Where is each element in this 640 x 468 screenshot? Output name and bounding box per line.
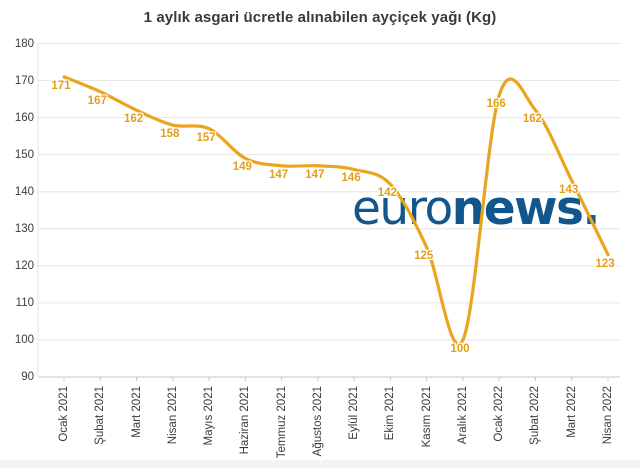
watermark-euro-text: euro	[352, 181, 453, 236]
x-axis-label: Kasım 2021	[420, 386, 433, 448]
page-bottom-strip	[0, 460, 640, 468]
data-label: 147	[305, 168, 325, 181]
data-label: 157	[196, 131, 216, 144]
y-axis-label: 170	[14, 74, 34, 87]
chart-title: 1 aylık asgari ücretle alınabilen ayçiçe…	[143, 9, 497, 26]
y-axis-label: 90	[21, 371, 34, 383]
y-axis-label: 160	[14, 111, 34, 124]
series-line	[62, 75, 610, 346]
x-axis-label: Haziran 2021	[239, 386, 252, 455]
x-axis-label: Ocak 2021	[58, 386, 70, 442]
x-axis-label: Şubat 2022	[529, 386, 542, 445]
x-axis-label: Eylül 2021	[348, 386, 361, 440]
x-axis-label: Temmuz 2021	[275, 386, 288, 459]
data-label: 143	[559, 183, 579, 196]
data-label: 146	[341, 172, 361, 185]
x-axis-label: Nisan 2021	[166, 386, 179, 445]
y-axis-label: 110	[15, 296, 34, 309]
data-label: 167	[87, 94, 107, 107]
x-axis-label: Ekim 2021	[384, 386, 397, 441]
x-axis-label: Ağustos 2021	[311, 386, 324, 457]
x-axis-label: Aralık 2021	[456, 386, 469, 445]
data-label: 162	[522, 113, 543, 126]
data-label: 125	[414, 250, 434, 263]
y-axis-label: 130	[14, 222, 34, 235]
y-axis-label: 180	[14, 37, 34, 50]
data-label: 162	[123, 113, 144, 126]
data-label: 100	[450, 342, 470, 355]
y-axis-label: 150	[14, 148, 34, 161]
x-axis-label: Ocak 2022	[493, 386, 506, 442]
data-label: 123	[595, 257, 615, 270]
data-label: 147	[269, 168, 289, 181]
x-axis-label: Mart 2022	[565, 386, 578, 438]
x-axis-label: Nisan 2022	[602, 386, 614, 445]
x-axis-label: Mart 2021	[130, 386, 143, 438]
y-axis-label: 140	[14, 185, 34, 198]
data-label: 171	[51, 79, 71, 92]
data-label: 158	[160, 128, 180, 141]
watermark-news-text: news.	[451, 181, 601, 236]
x-axis-label: Mayıs 2021	[203, 386, 216, 446]
data-label: 142	[377, 187, 397, 200]
euronews-watermark: euronews.	[352, 185, 600, 232]
y-axis-label: 120	[14, 259, 34, 272]
y-axis-label: 100	[14, 333, 34, 346]
data-label: 166	[486, 98, 506, 111]
data-label: 149	[232, 161, 252, 174]
x-axis-label: Şubat 2021	[94, 386, 107, 445]
